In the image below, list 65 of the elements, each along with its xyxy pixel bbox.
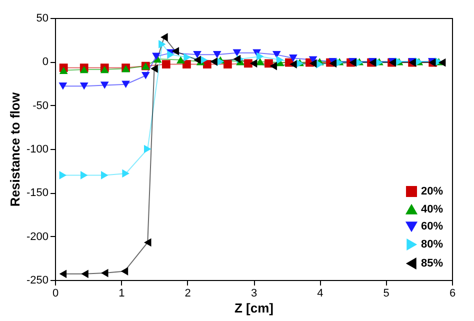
point xyxy=(224,60,232,68)
point xyxy=(162,60,170,68)
point xyxy=(160,33,168,42)
point xyxy=(101,268,108,278)
point xyxy=(158,40,166,48)
point xyxy=(250,59,258,68)
point xyxy=(144,238,152,247)
legend-label: 20% xyxy=(421,186,444,198)
x-tick-label: 5 xyxy=(383,288,390,300)
point xyxy=(80,171,88,180)
point xyxy=(152,52,160,60)
point xyxy=(80,82,88,90)
point xyxy=(122,80,130,88)
point xyxy=(212,51,222,58)
x-tick-label: 2 xyxy=(184,288,191,300)
legend-label: 80% xyxy=(421,238,444,250)
point xyxy=(172,47,180,56)
x-tick-label: 3 xyxy=(250,288,258,300)
y-axis-title: Resistance to flow xyxy=(7,92,22,207)
point xyxy=(122,169,130,178)
point xyxy=(120,267,128,276)
point xyxy=(182,60,191,68)
y-tick-label: -50 xyxy=(32,100,48,112)
x-tick-label: 6 xyxy=(449,288,456,300)
y-tick-label: -250 xyxy=(26,274,48,286)
point xyxy=(81,270,88,278)
point xyxy=(176,56,185,64)
point xyxy=(329,59,337,68)
point xyxy=(309,59,317,68)
y-tick-label: 0 xyxy=(42,56,48,68)
point xyxy=(233,54,241,64)
point xyxy=(290,60,297,68)
point xyxy=(144,144,152,154)
y-tick-label: -150 xyxy=(26,187,48,200)
point xyxy=(101,171,108,180)
x-tick-label: 1 xyxy=(118,288,125,300)
y-tick-label: -200 xyxy=(26,230,48,243)
point xyxy=(256,52,264,61)
legend-label: 40% xyxy=(421,204,444,216)
x-axis-title: Z [cm] xyxy=(234,300,274,316)
point xyxy=(438,58,446,67)
point xyxy=(58,82,68,90)
x-tick-label: 0 xyxy=(52,288,59,300)
point xyxy=(100,82,109,89)
point xyxy=(150,64,158,73)
point xyxy=(232,49,242,57)
point xyxy=(244,59,252,68)
y-tick-label: 50 xyxy=(36,12,48,24)
point xyxy=(59,171,67,180)
point xyxy=(59,66,68,74)
point xyxy=(141,72,150,80)
point xyxy=(264,59,273,68)
point xyxy=(272,51,281,58)
point xyxy=(270,62,277,70)
point xyxy=(193,51,202,58)
point xyxy=(210,57,218,66)
legend-label: 85% xyxy=(421,258,444,270)
point xyxy=(194,56,201,64)
point xyxy=(276,56,284,64)
x-tick-label: 4 xyxy=(317,288,324,300)
point xyxy=(59,270,67,278)
point xyxy=(289,54,298,62)
point xyxy=(184,53,191,62)
y-tick-label: -100 xyxy=(26,144,48,156)
legend-label: 60% xyxy=(421,220,444,232)
